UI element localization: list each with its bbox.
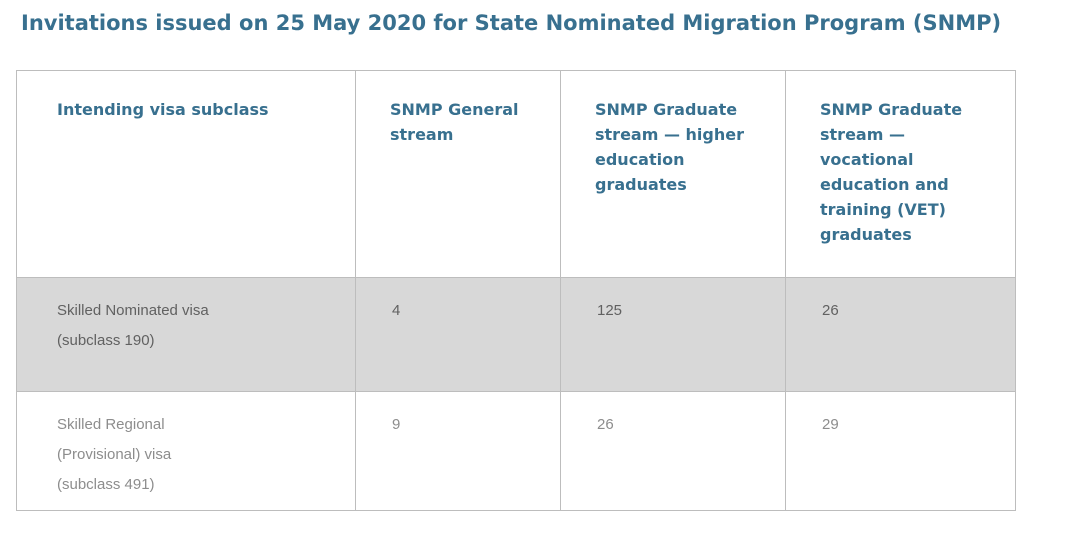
value-190-general-stream: 4 (355, 277, 561, 392)
value-190-vet: 26 (785, 277, 1016, 392)
row-label-skilled-regional-491: Skilled Regional (Provisional) visa (sub… (16, 391, 356, 511)
invitations-table: Intending visa subclass SNMP General str… (16, 70, 1016, 511)
column-header-snmp-graduate-vet: SNMP Graduate stream — vocational educat… (785, 70, 1016, 278)
column-header-snmp-graduate-higher-education: SNMP Graduate stream — higher education … (560, 70, 786, 278)
column-header-intending-visa-subclass: Intending visa subclass (16, 70, 356, 278)
table-row-subclass-190: Skilled Nominated visa (subclass 190) 4 … (16, 277, 1016, 392)
value-190-higher-education: 125 (560, 277, 786, 392)
table-row-subclass-491: Skilled Regional (Provisional) visa (sub… (16, 391, 1016, 511)
page-title: Invitations issued on 25 May 2020 for St… (21, 11, 1002, 35)
table-header-row: Intending visa subclass SNMP General str… (16, 70, 1016, 278)
row-label-skilled-nominated-190: Skilled Nominated visa (subclass 190) (16, 277, 356, 392)
column-header-snmp-general-stream: SNMP General stream (355, 70, 561, 278)
value-491-vet: 29 (785, 391, 1016, 511)
value-491-general-stream: 9 (355, 391, 561, 511)
value-491-higher-education: 26 (560, 391, 786, 511)
